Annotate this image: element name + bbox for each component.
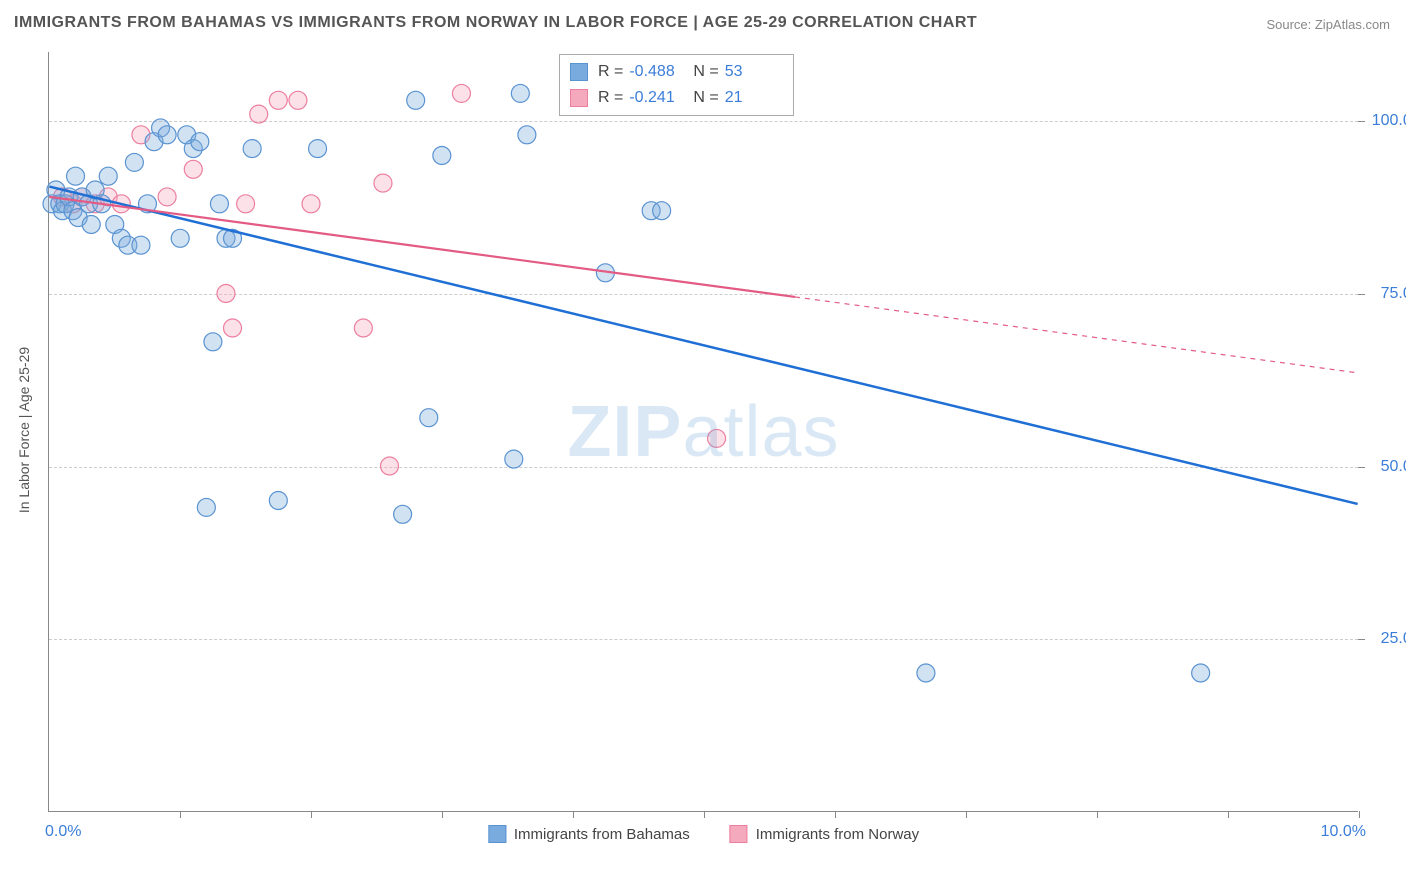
stats-row-1: R = -0.488 N = 53 [570, 59, 783, 85]
legend-swatch-2 [730, 825, 748, 843]
source-label: Source: ZipAtlas.com [1266, 17, 1390, 32]
stats-r-value-1: -0.488 [629, 59, 687, 85]
y-tick-label: 100.0% [1372, 112, 1406, 130]
chart-title: IMMIGRANTS FROM BAHAMAS VS IMMIGRANTS FR… [14, 14, 977, 32]
y-tick-label: 25.0% [1381, 630, 1406, 648]
legend-swatch-1 [488, 825, 506, 843]
legend-item-1: Immigrants from Bahamas [488, 825, 690, 843]
stats-swatch-2 [570, 89, 588, 107]
scatter-svg [49, 52, 1358, 811]
x-tick-max: 10.0% [1321, 823, 1366, 841]
stats-box: R = -0.488 N = 53 R = -0.241 N = 21 [559, 54, 794, 116]
legend-label-1: Immigrants from Bahamas [514, 826, 690, 843]
stats-r-value-2: -0.241 [629, 85, 687, 111]
chart-container: IMMIGRANTS FROM BAHAMAS VS IMMIGRANTS FR… [0, 0, 1406, 892]
stats-n-value-2: 21 [725, 85, 783, 111]
stats-swatch-1 [570, 63, 588, 81]
stats-row-2: R = -0.241 N = 21 [570, 85, 783, 111]
stats-n-label-2: N = [693, 85, 718, 111]
stats-r-label: R = [598, 59, 623, 85]
x-tick-min: 0.0% [45, 823, 81, 841]
y-axis-label: In Labor Force | Age 25-29 [16, 347, 32, 513]
legend-label-2: Immigrants from Norway [756, 826, 919, 843]
stats-r-label-2: R = [598, 85, 623, 111]
plot-area: 25.0%50.0%75.0%100.0% ZIPatlas R = -0.48… [48, 52, 1358, 812]
stats-n-label: N = [693, 59, 718, 85]
stats-n-value-1: 53 [725, 59, 783, 85]
legend: Immigrants from Bahamas Immigrants from … [488, 825, 919, 843]
legend-item-2: Immigrants from Norway [730, 825, 919, 843]
y-tick-label: 75.0% [1381, 285, 1406, 303]
y-tick-label: 50.0% [1381, 458, 1406, 476]
